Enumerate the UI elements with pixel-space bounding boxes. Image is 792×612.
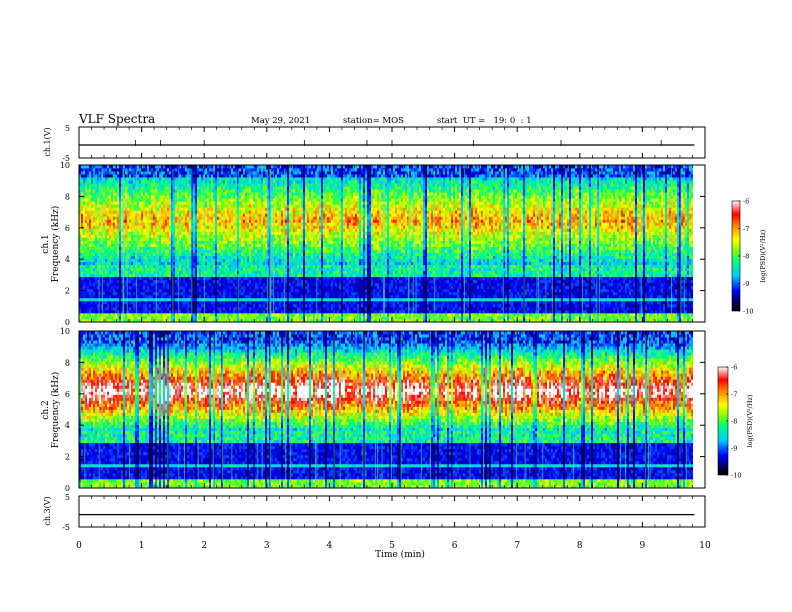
station-label: station= MOS: [343, 116, 404, 126]
figure-title: VLF Spectra: [78, 112, 155, 126]
ch1-waveform-ylabel: ch.1(V): [43, 127, 52, 156]
date-label: May 29, 2021: [251, 116, 310, 126]
start-time-label: start UT = 19: 0 : 1: [437, 116, 532, 126]
ch1-waveform-ytick-top: 5: [65, 124, 70, 133]
ch1-waveform-panel: 5 -5 ch.1(V): [43, 124, 705, 163]
ch1-spectrogram-image: [79, 165, 705, 322]
